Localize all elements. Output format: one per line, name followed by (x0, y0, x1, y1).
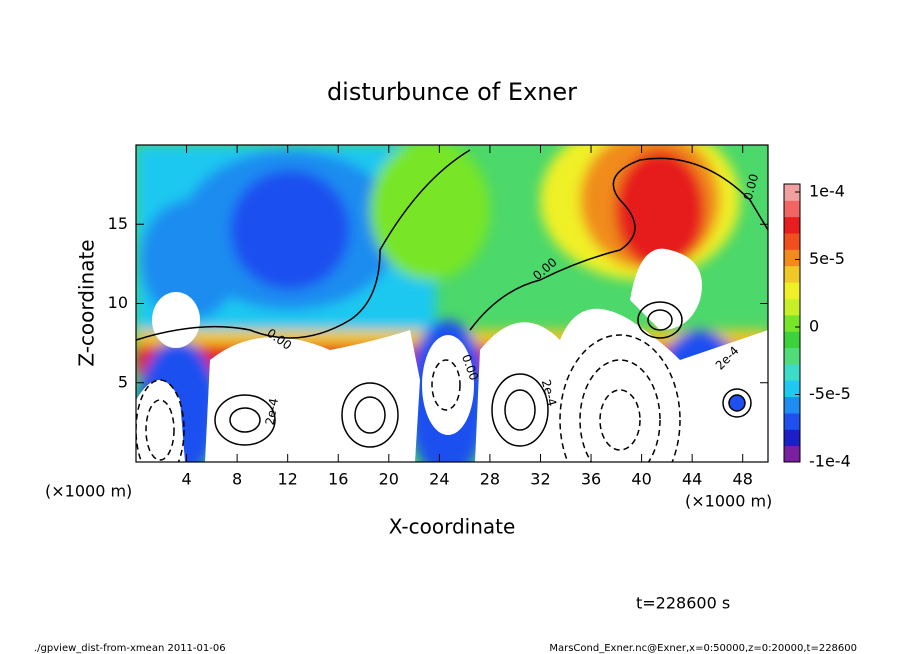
y-tick-label: 10 (108, 293, 128, 312)
x-tick-label: 20 (379, 470, 399, 489)
x-tick-label: 24 (429, 470, 449, 489)
x-tick-label: 4 (181, 470, 191, 489)
colorbar-tick-label: 0 (809, 317, 819, 336)
colorbar-swatch (784, 184, 800, 201)
colorbar-swatch (784, 429, 800, 447)
x-tick-label: 48 (733, 470, 753, 489)
y-tick-label: 15 (108, 214, 128, 233)
colorbar-tick-label: 1e-4 (809, 182, 845, 201)
x-tick-label: 36 (581, 470, 601, 489)
colorbar-swatch (784, 298, 800, 316)
x-tick-label: 12 (278, 470, 298, 489)
colorbar-swatch (784, 412, 800, 430)
x-tick-label: 8 (232, 470, 242, 489)
colorbar-swatch (784, 314, 800, 332)
x-tick-label: 32 (530, 470, 550, 489)
colorbar-frame (783, 183, 801, 463)
x-unit: (×1000 m) (685, 492, 772, 511)
colorbar-swatch (784, 265, 800, 283)
y-unit: (×1000 m) (45, 482, 132, 501)
contour-label: 2e-4 (539, 378, 560, 408)
x-tick-label: 40 (631, 470, 651, 489)
footer-right: MarsCond_Exner.nc@Exner,x=0:50000,z=0:20… (549, 643, 857, 654)
colorbar-swatch (784, 380, 800, 398)
colorbar-swatch (784, 363, 800, 381)
colorbar-swatch (784, 445, 800, 463)
colorbar-swatch (784, 282, 800, 299)
colorbar-tick-label: -1e-4 (809, 452, 851, 471)
field (136, 145, 768, 462)
contour-label: 2e-4 (263, 397, 281, 426)
y-tick-label: 5 (118, 372, 128, 391)
contour-label: 0.00 (741, 172, 761, 201)
time-label: t=228600 s (636, 594, 730, 613)
x-axis-label: X-coordinate (389, 515, 516, 539)
colorbar-swatch (784, 396, 800, 414)
colorbar-tick-label: 5e-5 (809, 249, 845, 268)
colorbar-swatch (784, 331, 800, 349)
x-tick-label: 28 (480, 470, 500, 489)
y-axis-label: Z-coordinate (75, 239, 99, 366)
colorbar-swatch (784, 347, 800, 365)
chart-title: disturbunce of Exner (327, 78, 577, 106)
colorbar-tick-label: -5e-5 (809, 384, 851, 403)
colorbar-swatch (784, 249, 800, 267)
colorbar-swatch (784, 200, 800, 218)
x-tick-label: 16 (328, 470, 348, 489)
colorbar-swatch (784, 233, 800, 250)
footer-left: ./gpview_dist-from-xmean 2011-01-06 (34, 643, 226, 654)
colorbar-swatch (784, 216, 800, 234)
x-tick-label: 44 (682, 470, 702, 489)
